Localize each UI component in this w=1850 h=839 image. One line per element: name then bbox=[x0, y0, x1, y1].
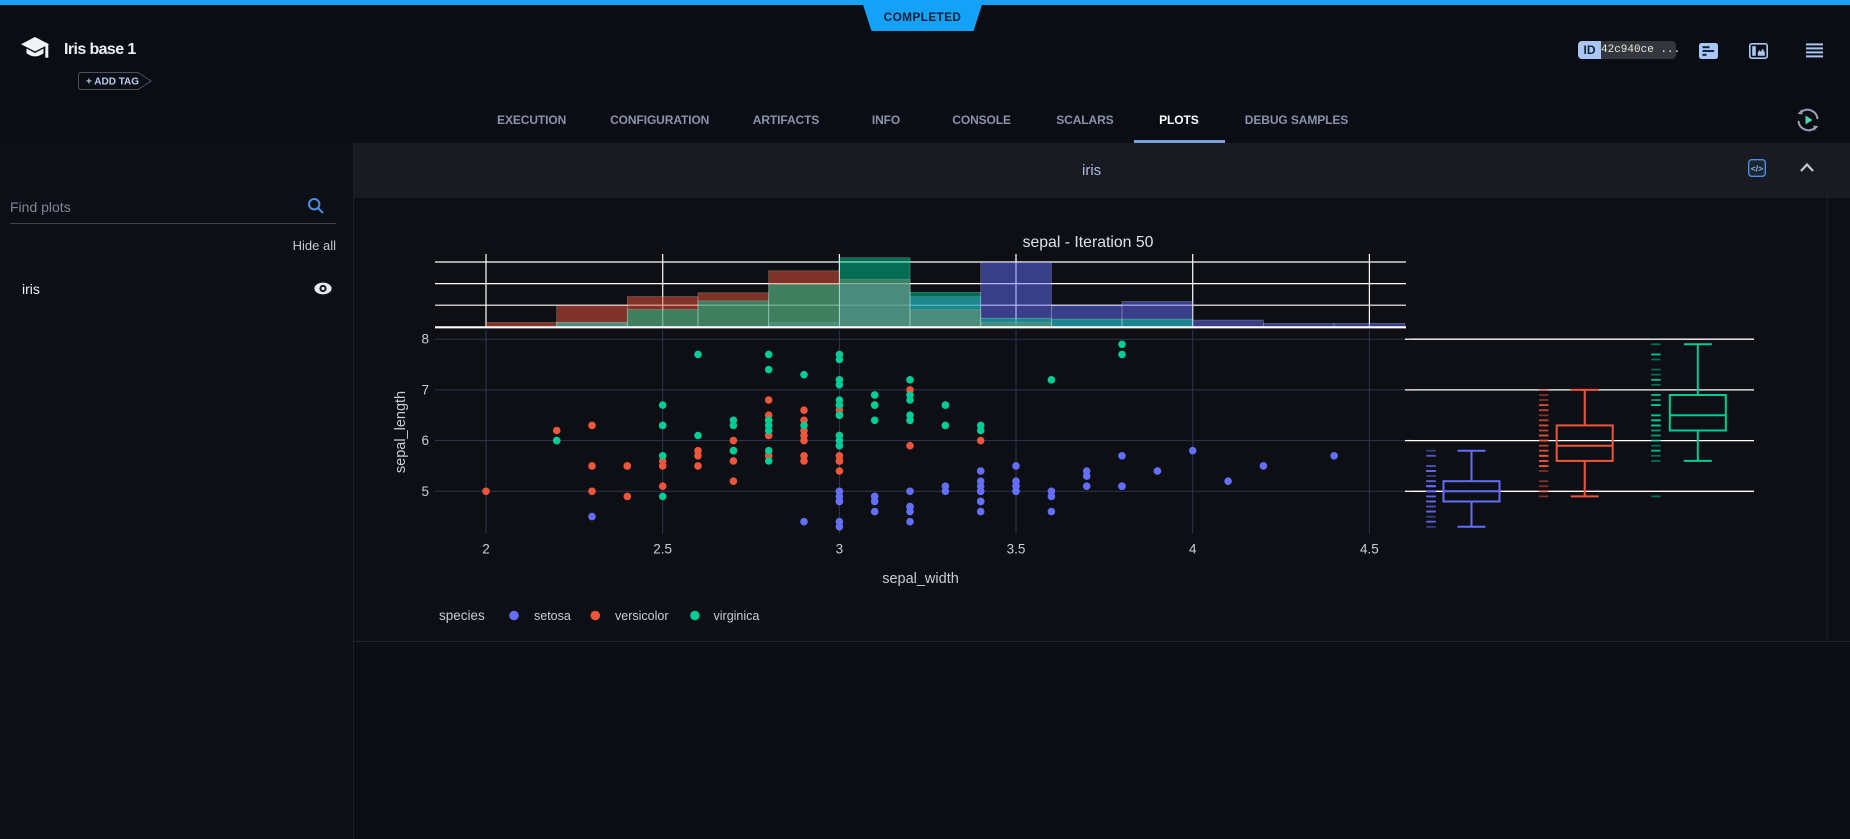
svg-text:COMPLETED: COMPLETED bbox=[884, 10, 962, 24]
svg-text:species: species bbox=[439, 608, 485, 623]
svg-text:6: 6 bbox=[421, 433, 429, 448]
svg-text:3: 3 bbox=[836, 542, 844, 557]
svg-text:4: 4 bbox=[1189, 542, 1197, 557]
svg-text:7: 7 bbox=[421, 382, 429, 397]
svg-text:4.5: 4.5 bbox=[1360, 542, 1379, 557]
svg-text:sepal - Iteration 50: sepal - Iteration 50 bbox=[1023, 234, 1154, 251]
svg-text:setosa: setosa bbox=[534, 609, 571, 623]
svg-text:8: 8 bbox=[421, 332, 429, 347]
svg-text:virginica: virginica bbox=[714, 609, 760, 623]
svg-text:+ ADD TAG: + ADD TAG bbox=[86, 77, 139, 88]
svg-text:5: 5 bbox=[421, 484, 429, 499]
svg-text:</>: </> bbox=[1751, 164, 1763, 174]
svg-text:sepal_length: sepal_length bbox=[393, 391, 409, 473]
svg-text:versicolor: versicolor bbox=[615, 609, 669, 623]
svg-text:2.5: 2.5 bbox=[653, 542, 672, 557]
svg-text:2: 2 bbox=[482, 542, 490, 557]
svg-text:sepal_width: sepal_width bbox=[882, 571, 959, 587]
svg-text:3.5: 3.5 bbox=[1007, 542, 1026, 557]
